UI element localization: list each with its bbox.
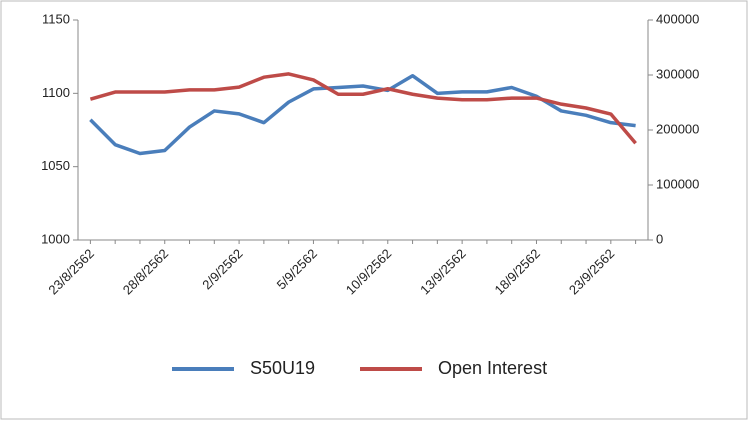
y-tick-label: 1100 bbox=[42, 85, 70, 100]
y2-tick-label: 200000 bbox=[656, 121, 699, 136]
legend-label: Open Interest bbox=[438, 358, 547, 378]
y2-tick-label: 0 bbox=[656, 231, 663, 246]
y2-tick-label: 400000 bbox=[656, 11, 699, 26]
legend-label: S50U19 bbox=[250, 358, 315, 378]
y-tick-label: 1000 bbox=[41, 231, 70, 246]
y2-tick-label: 100000 bbox=[656, 176, 699, 191]
y-tick-label: 1050 bbox=[41, 158, 70, 173]
y2-tick-label: 300000 bbox=[656, 66, 699, 81]
y-tick-label: 1150 bbox=[42, 11, 70, 26]
series-line bbox=[89, 72, 637, 145]
